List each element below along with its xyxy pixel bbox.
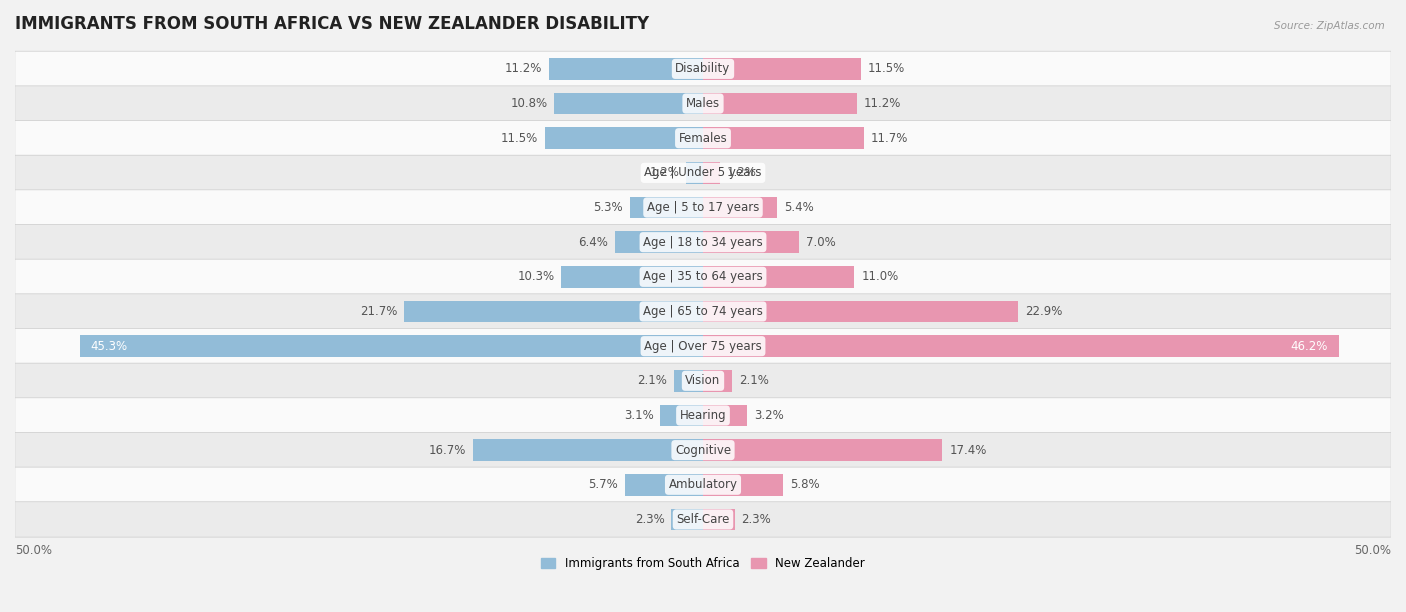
Bar [686, 162, 703, 184]
Text: 3.1%: 3.1% [624, 409, 654, 422]
Text: Age | Over 75 years: Age | Over 75 years [644, 340, 762, 353]
Bar [703, 335, 1339, 357]
Bar [474, 439, 703, 461]
Text: 5.7%: 5.7% [588, 479, 617, 491]
FancyBboxPatch shape [15, 294, 1391, 329]
Text: 3.2%: 3.2% [754, 409, 783, 422]
Bar [614, 231, 703, 253]
Bar [703, 127, 865, 149]
Bar [673, 370, 703, 392]
Text: 5.3%: 5.3% [593, 201, 623, 214]
Bar [405, 300, 703, 323]
Text: Age | 5 to 17 years: Age | 5 to 17 years [647, 201, 759, 214]
FancyBboxPatch shape [15, 329, 1391, 364]
Bar [703, 58, 862, 80]
Text: Age | 18 to 34 years: Age | 18 to 34 years [643, 236, 763, 248]
FancyBboxPatch shape [15, 467, 1391, 502]
Bar [703, 93, 858, 114]
Text: 11.2%: 11.2% [505, 62, 541, 75]
Text: 46.2%: 46.2% [1291, 340, 1327, 353]
Bar [624, 474, 703, 496]
Bar [703, 300, 1018, 323]
Text: Ambulatory: Ambulatory [668, 479, 738, 491]
Text: 11.7%: 11.7% [870, 132, 908, 144]
Text: Age | 35 to 64 years: Age | 35 to 64 years [643, 271, 763, 283]
FancyBboxPatch shape [15, 502, 1391, 537]
Bar [671, 509, 703, 530]
FancyBboxPatch shape [15, 259, 1391, 294]
Text: 10.3%: 10.3% [517, 271, 554, 283]
FancyBboxPatch shape [15, 190, 1391, 225]
Text: 10.8%: 10.8% [510, 97, 547, 110]
FancyBboxPatch shape [15, 51, 1391, 86]
Text: Self-Care: Self-Care [676, 513, 730, 526]
Bar [548, 58, 703, 80]
Text: 22.9%: 22.9% [1025, 305, 1063, 318]
Text: 2.3%: 2.3% [634, 513, 665, 526]
Bar [703, 405, 747, 426]
Bar [703, 370, 733, 392]
Bar [703, 439, 942, 461]
Bar [554, 93, 703, 114]
Bar [661, 405, 703, 426]
Legend: Immigrants from South Africa, New Zealander: Immigrants from South Africa, New Zealan… [537, 552, 869, 575]
Text: 5.8%: 5.8% [790, 479, 820, 491]
Text: 2.1%: 2.1% [637, 375, 668, 387]
FancyBboxPatch shape [15, 121, 1391, 156]
FancyBboxPatch shape [15, 225, 1391, 260]
Text: 45.3%: 45.3% [90, 340, 128, 353]
Bar [703, 162, 720, 184]
Text: 6.4%: 6.4% [578, 236, 607, 248]
FancyBboxPatch shape [15, 155, 1391, 190]
Text: Age | 65 to 74 years: Age | 65 to 74 years [643, 305, 763, 318]
Bar [703, 266, 855, 288]
Text: IMMIGRANTS FROM SOUTH AFRICA VS NEW ZEALANDER DISABILITY: IMMIGRANTS FROM SOUTH AFRICA VS NEW ZEAL… [15, 15, 650, 33]
Text: 11.5%: 11.5% [501, 132, 538, 144]
Text: 5.4%: 5.4% [785, 201, 814, 214]
Text: 7.0%: 7.0% [806, 236, 837, 248]
Bar [703, 474, 783, 496]
Text: Age | Under 5 years: Age | Under 5 years [644, 166, 762, 179]
Text: Disability: Disability [675, 62, 731, 75]
Text: Hearing: Hearing [679, 409, 727, 422]
Text: 17.4%: 17.4% [949, 444, 987, 457]
Text: Vision: Vision [685, 375, 721, 387]
Bar [703, 197, 778, 218]
Text: 1.2%: 1.2% [650, 166, 679, 179]
Text: 11.0%: 11.0% [862, 271, 898, 283]
Text: 50.0%: 50.0% [1354, 545, 1391, 558]
Bar [630, 197, 703, 218]
Text: 21.7%: 21.7% [360, 305, 398, 318]
Bar [703, 509, 735, 530]
Text: 1.2%: 1.2% [727, 166, 756, 179]
Text: 2.3%: 2.3% [741, 513, 772, 526]
FancyBboxPatch shape [15, 398, 1391, 433]
Bar [544, 127, 703, 149]
Text: Source: ZipAtlas.com: Source: ZipAtlas.com [1274, 21, 1385, 31]
Text: 50.0%: 50.0% [15, 545, 52, 558]
FancyBboxPatch shape [15, 363, 1391, 398]
Text: 2.1%: 2.1% [738, 375, 769, 387]
FancyBboxPatch shape [15, 433, 1391, 468]
Bar [80, 335, 703, 357]
Text: Females: Females [679, 132, 727, 144]
Bar [561, 266, 703, 288]
Text: Cognitive: Cognitive [675, 444, 731, 457]
Text: 11.2%: 11.2% [865, 97, 901, 110]
Text: 16.7%: 16.7% [429, 444, 467, 457]
Text: 11.5%: 11.5% [868, 62, 905, 75]
Bar [703, 231, 800, 253]
Text: Males: Males [686, 97, 720, 110]
FancyBboxPatch shape [15, 86, 1391, 121]
